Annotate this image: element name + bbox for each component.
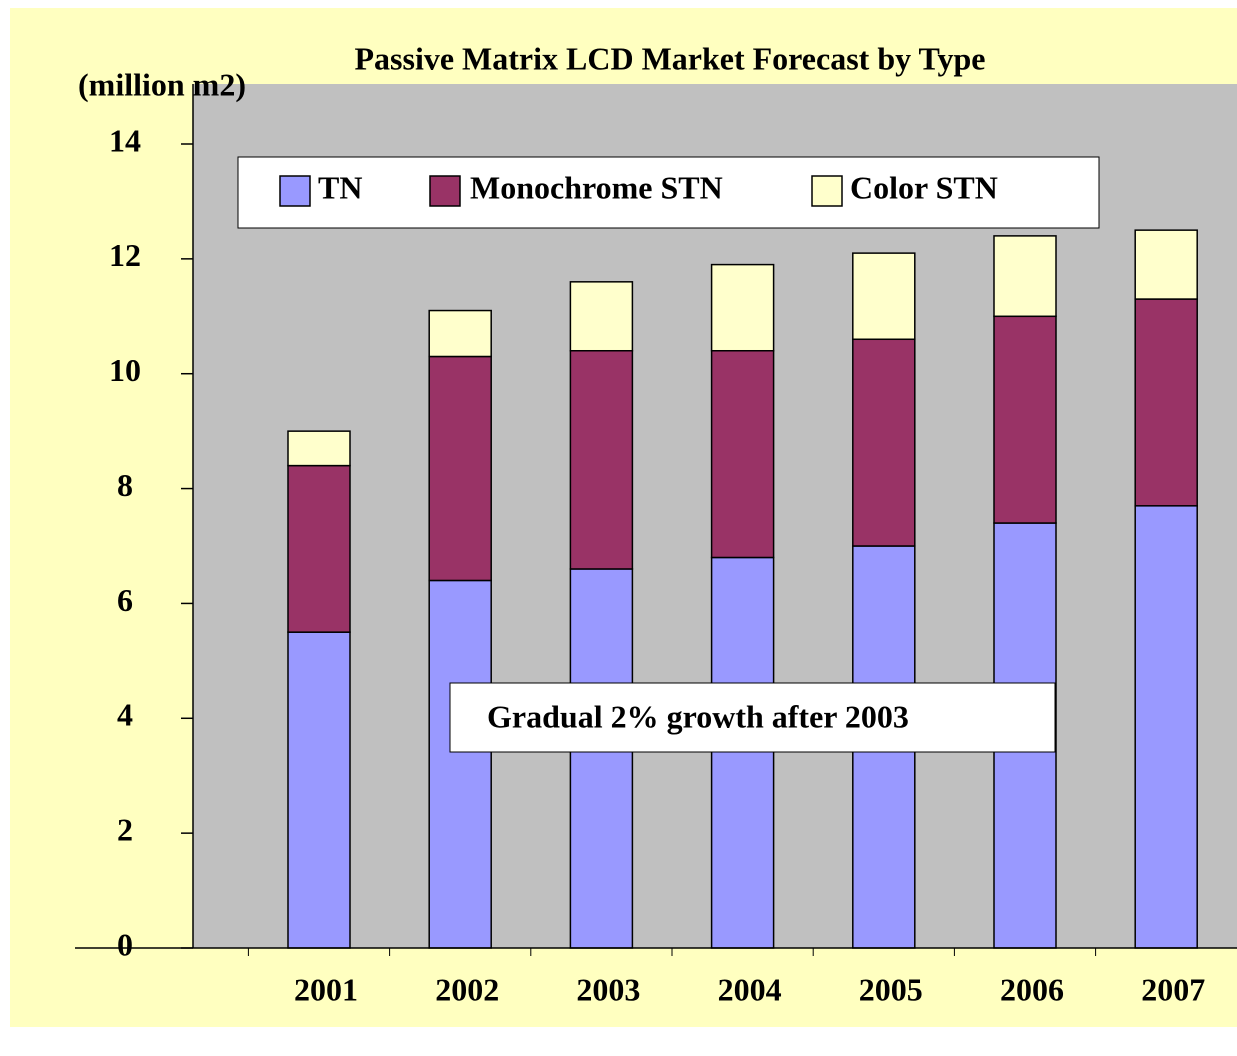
bar-segment (852, 252, 916, 341)
x-tick-label: 2002 (435, 971, 499, 1007)
legend-swatch (811, 175, 843, 207)
bar-segment (287, 631, 351, 949)
y-tick-label: 2 (117, 811, 133, 847)
y-axis-label: (million m2) (78, 66, 246, 102)
bar-segment (852, 338, 916, 547)
bar-segment (428, 309, 492, 358)
bar-segment (287, 430, 351, 467)
y-tick-label: 6 (117, 582, 133, 618)
legend-label: Color STN (850, 169, 998, 205)
bar-segment (569, 281, 634, 352)
y-tick-label: 14 (109, 122, 141, 158)
y-tick-label: 8 (117, 467, 133, 503)
chart-title: Passive Matrix LCD Market Forecast by Ty… (355, 40, 986, 76)
bar-segment (710, 263, 775, 352)
y-tick-label: 4 (117, 697, 133, 733)
x-tick-label: 2003 (576, 971, 640, 1007)
legend-swatch (279, 175, 311, 207)
bar-segment (428, 355, 492, 582)
bar-segment (569, 568, 634, 949)
legend-box (237, 156, 1100, 229)
bar-segment (1134, 298, 1198, 507)
annotation: Gradual 2% growth after 2003 (487, 698, 909, 734)
bar-segment (569, 349, 634, 570)
x-tick-label: 2004 (718, 971, 782, 1007)
x-tick-label: 2001 (294, 971, 358, 1007)
bar-segment (993, 315, 1057, 524)
bar-segment (710, 349, 775, 559)
legend-label: Monochrome STN (470, 169, 723, 205)
legend-swatch (429, 175, 461, 207)
x-tick-label: 2005 (859, 971, 923, 1007)
y-tick-label: 10 (109, 352, 141, 388)
legend-label: TN (318, 169, 362, 205)
y-tick-label: 12 (109, 237, 141, 273)
x-tick-label: 2006 (1000, 971, 1064, 1007)
bar-segment (1134, 229, 1198, 300)
bar-segment (287, 464, 351, 633)
y-tick-label: 0 (117, 926, 133, 962)
bar-segment (1134, 505, 1198, 949)
bar-segment (710, 556, 775, 949)
bar-segment (428, 579, 492, 949)
x-tick-label: 2007 (1141, 971, 1205, 1007)
bar-segment (993, 235, 1057, 318)
annotation-box (449, 682, 1056, 753)
